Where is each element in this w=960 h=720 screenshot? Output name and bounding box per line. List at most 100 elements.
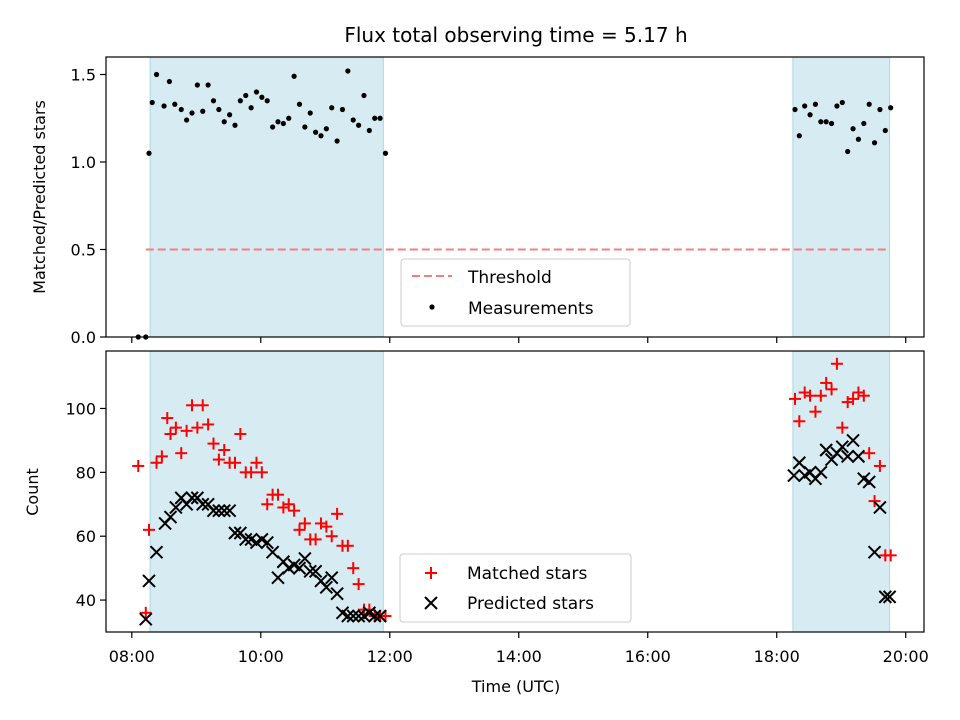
measurement-point <box>839 99 845 106</box>
predicted-star-point <box>212 503 226 518</box>
measurement-point <box>350 117 356 123</box>
measurement-point <box>882 127 888 134</box>
matched-star-point <box>282 498 295 511</box>
matched-star-point <box>298 517 311 530</box>
matched-star-point <box>325 530 338 543</box>
matched-star-point <box>288 504 301 517</box>
top-y-axis-label: Matched/Predicted stars <box>30 100 49 294</box>
measurement-point <box>232 122 238 128</box>
matched-star-point <box>185 399 198 412</box>
measurement-point <box>291 73 297 79</box>
top-plot-frame <box>105 56 925 338</box>
measurement-point <box>796 133 802 139</box>
predicted-star-point <box>862 475 876 489</box>
measurement-point <box>802 103 808 109</box>
predicted-star-point <box>149 545 164 559</box>
measurement-point <box>146 150 152 156</box>
predicted-star-point <box>373 609 387 623</box>
y-tick-label: 40 <box>76 591 96 610</box>
matched-star-point <box>331 507 344 520</box>
measurement-point <box>823 119 829 125</box>
measurement-point <box>866 101 872 107</box>
measurement-point <box>270 124 276 130</box>
matched-star-point <box>169 421 182 434</box>
measurement-point <box>339 106 346 113</box>
matched-star-point <box>830 357 843 370</box>
y-tick-label: 60 <box>76 527 96 546</box>
predicted-star-point <box>846 433 860 448</box>
predicted-star-point <box>368 609 382 623</box>
matched-star-point <box>320 520 333 533</box>
matched-star-point <box>228 456 241 469</box>
predicted-star-point <box>260 535 274 550</box>
predicted-star-point <box>169 500 183 515</box>
matched-star-point <box>341 539 354 552</box>
measurement-point <box>153 71 160 78</box>
matched-star-point <box>255 466 268 479</box>
measurement-point <box>237 98 243 104</box>
legend-predicted-swatch <box>424 596 438 610</box>
matched-star-point <box>142 523 155 536</box>
legend-predicted-label: Predicted stars <box>467 594 594 614</box>
measurement-point <box>172 101 178 107</box>
top-x-axis-ticks <box>131 337 907 343</box>
predicted-star-point <box>222 503 237 518</box>
measurement-point <box>818 119 824 125</box>
matched-star-point <box>207 437 220 450</box>
predicted-star-point <box>341 609 355 623</box>
matched-star-point <box>820 376 833 389</box>
predicted-star-point <box>196 497 210 511</box>
measurement-point <box>888 105 894 111</box>
x-tick-label: 14:00 <box>496 647 542 666</box>
predicted-star-point <box>346 609 360 623</box>
matched-star-point <box>271 488 284 501</box>
measurement-point <box>307 110 313 116</box>
measurement-point <box>184 117 190 123</box>
measurement-point <box>382 150 389 156</box>
predicted-star-point <box>298 551 312 566</box>
measurement-point <box>792 106 798 113</box>
top-legend: Threshold Measurements <box>400 258 631 327</box>
predicted-star-point <box>239 532 253 547</box>
x-tick-label: 12:00 <box>367 647 413 666</box>
matched-star-point <box>825 383 838 396</box>
matched-stars-points <box>132 357 897 623</box>
matched-star-point <box>218 443 231 456</box>
matched-star-point <box>884 549 897 562</box>
matched-star-point <box>293 523 306 536</box>
measurement-point <box>323 126 329 132</box>
measurement-point <box>161 103 167 109</box>
matched-star-point <box>793 415 806 428</box>
measurement-point <box>334 138 340 144</box>
bottom-legend-box <box>399 553 632 623</box>
measurement-point <box>828 120 835 127</box>
predicted-star-point <box>873 500 887 515</box>
measurement-point <box>855 136 862 142</box>
measurement-point <box>189 110 195 116</box>
bottom-x-axis: 08:00 10:00 12:00 14:00 16:00 18:00 20:00 <box>109 632 929 666</box>
matched-star-point <box>309 533 322 546</box>
predicted-star-point <box>851 449 866 464</box>
matched-star-point <box>155 450 168 463</box>
matched-star-point <box>261 498 274 511</box>
x-axis-label: Time (UTC) <box>471 677 560 696</box>
predicted-star-point <box>185 491 199 505</box>
predicted-star-point <box>271 571 285 585</box>
matched-star-point <box>347 562 360 575</box>
matched-star-point <box>175 447 188 460</box>
y-tick-label: 1.5 <box>71 66 96 85</box>
predicted-star-point <box>878 590 893 604</box>
legend-measurements-swatch <box>429 304 435 310</box>
y-tick-label: 1.0 <box>71 153 96 172</box>
measurement-point <box>221 119 227 125</box>
chart-title: Flux total observing time = 5.17 h <box>344 23 687 47</box>
predicted-star-point <box>228 526 242 540</box>
matched-star-point <box>809 405 822 418</box>
predicted-star-point <box>351 609 366 623</box>
measurement-point <box>205 82 211 88</box>
measurement-point <box>845 148 851 155</box>
legend-measurements-label: Measurements <box>468 299 594 319</box>
predicted-star-point <box>882 590 897 604</box>
bottom-panel: 40 60 80 100 08:00 10:00 12:00 14:00 16:00 18:00… <box>23 350 929 696</box>
